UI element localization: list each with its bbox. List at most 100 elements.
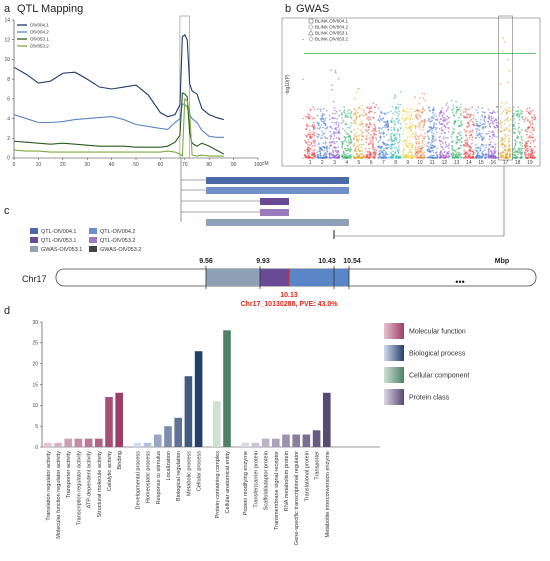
gwas-point <box>355 116 357 119</box>
gwas-point <box>508 107 511 110</box>
gwas-point <box>439 135 442 138</box>
gwas-point <box>369 138 372 141</box>
gwas-y-label: -log10(P) <box>285 74 291 95</box>
gwas-point <box>322 132 325 135</box>
gwas-point <box>409 150 411 153</box>
gwas-point <box>395 139 398 142</box>
gwas-point <box>317 136 319 139</box>
gwas-point <box>446 108 449 111</box>
gwas-point <box>527 136 530 139</box>
gwas-point <box>534 116 536 119</box>
gwas-point <box>520 137 523 140</box>
go-category-labels: Translation regulator activity Molecular … <box>46 451 331 545</box>
qtl-x-tick-label: 50 <box>133 162 139 168</box>
gwas-point <box>412 156 414 159</box>
gwas-point <box>529 152 531 155</box>
gwas-point <box>378 139 381 142</box>
gwas-point <box>395 137 398 140</box>
gwas-point <box>316 114 319 117</box>
gwas-point <box>521 116 524 119</box>
gwas-point <box>445 144 448 146</box>
gwas-point <box>414 135 417 138</box>
gwas-point <box>341 117 343 119</box>
gwas-chromosome-label: 12 <box>442 160 448 166</box>
gwas-point <box>368 111 371 113</box>
gwas-point <box>427 142 429 144</box>
gwas-point <box>362 125 365 128</box>
qtl-series-line-4 <box>13 97 224 158</box>
gwas-point <box>501 102 503 104</box>
gwas-point <box>489 141 492 144</box>
gwas-point <box>493 150 495 152</box>
gwas-point <box>375 130 377 133</box>
gwas-point <box>444 156 447 158</box>
gwas-point <box>488 138 491 141</box>
gwas-point <box>417 145 420 148</box>
gwas-point <box>512 148 515 151</box>
qtl-y-tick-label: 2 <box>7 136 10 142</box>
gwas-point <box>308 117 310 120</box>
gwas-point <box>397 129 399 132</box>
gwas-point <box>476 124 479 126</box>
gwas-point <box>479 149 481 152</box>
gwas-point <box>442 117 444 119</box>
gwas-point <box>396 128 399 131</box>
gwas-point <box>526 107 529 110</box>
gwas-point <box>393 127 396 129</box>
gwas-point <box>456 148 459 151</box>
go-y-ticks: 0 5 10 15 20 25 30 <box>32 320 42 451</box>
gwas-point <box>414 125 417 127</box>
gwas-point <box>415 141 418 144</box>
gwas-point <box>356 156 359 159</box>
gwas-point <box>520 155 523 158</box>
gwas-point <box>307 144 309 146</box>
gwas-point <box>416 135 419 138</box>
gwas-point <box>349 150 352 153</box>
gwas-point <box>341 154 344 157</box>
gwas-point <box>366 123 369 125</box>
gwas-point <box>398 156 400 159</box>
gwas-point <box>353 128 355 131</box>
gwas-point <box>308 129 311 132</box>
gwas-point <box>443 124 446 127</box>
gwas-point <box>380 119 383 122</box>
gwas-point <box>441 153 444 155</box>
gwas-chromosome-label: 4 <box>345 160 348 166</box>
gwas-point <box>334 112 337 115</box>
gwas-point <box>436 119 438 122</box>
gwas-point <box>515 151 518 154</box>
gwas-point <box>398 110 400 113</box>
gwas-point <box>534 118 537 121</box>
gwas-point <box>349 138 352 140</box>
gwas-point <box>438 136 440 139</box>
qtl-legend: OlV004.1 OlV004.2 OlV053.1 OlV053.2 <box>17 23 49 49</box>
go-legend-label: Cellular component <box>409 373 469 380</box>
gwas-point <box>387 124 389 127</box>
gwas-point <box>508 145 510 148</box>
gwas-point <box>406 111 408 113</box>
gwas-point <box>517 109 520 112</box>
go-y-tick-label: 25 <box>32 341 38 347</box>
gwas-point <box>475 130 478 133</box>
gwas-point <box>477 151 480 154</box>
gwas-point <box>500 153 502 156</box>
gwas-point <box>517 137 519 140</box>
gwas-point <box>418 109 421 112</box>
gwas-point <box>349 153 352 156</box>
gwas-point <box>331 127 333 130</box>
gwas-chromosome-label: 17 <box>503 160 509 166</box>
gwas-point <box>433 145 435 148</box>
gwas-point <box>337 155 340 158</box>
gwas-point <box>337 150 340 152</box>
gwas-point <box>430 154 433 157</box>
gwas-point <box>345 149 347 152</box>
gwas-point <box>423 123 426 126</box>
gwas-legend-label: BLINK.OlV004.2 <box>315 25 349 30</box>
gwas-point <box>455 112 457 115</box>
gwas-point <box>395 118 398 120</box>
gwas-point <box>493 133 495 136</box>
gwas-point <box>334 127 337 130</box>
gwas-point <box>464 108 467 111</box>
gwas-point <box>318 150 321 153</box>
gwas-point <box>390 152 392 155</box>
